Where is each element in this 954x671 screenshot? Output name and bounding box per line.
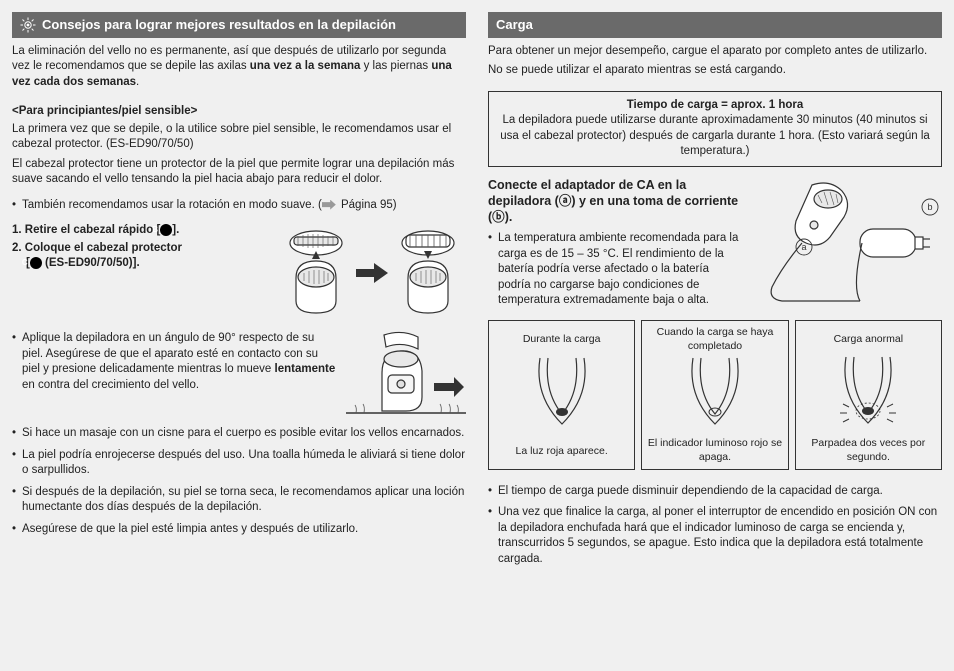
sun-icon — [20, 17, 36, 33]
step2-pre: 2. Coloque el cabezal protector — [12, 242, 182, 254]
red-bullet: • La piel podría enrojecerse después del… — [12, 448, 466, 479]
soft-rot-text: También recomendamos usar la rotación en… — [22, 199, 322, 211]
bullet-dot: • — [488, 505, 498, 567]
tips-title-bar: Consejos para lograr mejores resultados … — [12, 12, 466, 38]
bullet-dot: • — [12, 426, 22, 442]
angle-bullet: • Aplique la depiladora en un ángulo de … — [12, 331, 336, 393]
angle-bold: lentamente — [275, 363, 336, 375]
circled-b: ⓑ — [492, 210, 505, 224]
tips-title-text: Consejos para lograr mejores resultados … — [42, 16, 396, 34]
intro-end: . — [136, 76, 139, 88]
charging-illustration: a b — [752, 177, 942, 312]
status-charging: Durante la carga La luz roja aparece. — [488, 320, 635, 470]
bullet-dot: • — [12, 331, 22, 393]
angle-illustration — [346, 325, 466, 420]
charge-time-box: Tiempo de carga = aprox. 1 hora La depil… — [488, 91, 942, 167]
intro-paragraph: La eliminación del vello no es permanent… — [12, 44, 466, 91]
intro-bold-1: una vez a la semana — [250, 60, 361, 72]
connect-title: Conecte el adaptador de CA en la depilad… — [488, 177, 742, 226]
bullet-text: También recomendamos usar la rotación en… — [22, 198, 466, 214]
charge-time-title: Tiempo de carga = aprox. 1 hora — [499, 98, 931, 114]
steps-text: 1. Retire el cabezal rápido [B]. 2. Colo… — [12, 223, 266, 274]
status-complete-bot: El indicador luminoso rojo se apaga. — [646, 436, 783, 464]
temp-text: La temperatura ambiente recomendada para… — [498, 231, 742, 309]
right-column: Carga Para obtener un mejor desempeño, c… — [484, 12, 942, 659]
bullet-dot: • — [12, 522, 22, 538]
bullet-dot: • — [12, 448, 22, 479]
beginners-p2: El cabezal protector tiene un protector … — [12, 157, 466, 188]
clean-text: Asegúrese de que la piel esté limpia ant… — [22, 522, 466, 538]
charge-intro-2: No se puede utilizar el aparato mientras… — [488, 63, 942, 79]
angle-post: en contra del crecimiento del vello. — [22, 379, 199, 391]
charge-intro: Para obtener un mejor desempeño, cargue … — [488, 44, 942, 83]
left-column: Consejos para lograr mejores resultados … — [12, 12, 470, 659]
status-abnormal-top: Carga anormal — [800, 325, 937, 353]
bullet-dot: • — [12, 485, 22, 516]
svg-text:b: b — [927, 202, 932, 212]
intro-mid: y las piernas — [360, 60, 431, 72]
dry-bullet: • Si después de la depilación, su piel s… — [12, 485, 466, 516]
status-abnormal: Carga anormal Parp — [795, 320, 942, 470]
head-swap-illustration — [276, 223, 466, 323]
status-abnormal-illus — [800, 353, 937, 437]
beginners-header: <Para principiantes/piel sensible> — [12, 104, 466, 120]
charge-title-bar: Carga — [488, 12, 942, 38]
soft-rotation-bullet: • También recomendamos usar la rotación … — [12, 198, 466, 214]
step2-l2-post: (ES-ED90/70/50)]. — [42, 257, 140, 269]
marker-b-icon: B — [160, 224, 172, 236]
temp-bullet: • La temperatura ambiente recomendada pa… — [488, 231, 742, 309]
step-2: 2. Coloque el cabezal protector [C (ES-E… — [12, 241, 266, 272]
status-abnormal-bot: Parpadea dos veces por segundo. — [800, 436, 937, 464]
step-1: 1. Retire el cabezal rápido [B]. — [12, 223, 266, 239]
charge-title-text: Carga — [496, 16, 533, 34]
charge-status-grid: Durante la carga La luz roja aparece. Cu… — [488, 320, 942, 470]
connect-text-block: Conecte el adaptador de CA en la depilad… — [488, 177, 742, 309]
bullet-dot: • — [488, 231, 498, 309]
clean-bullet: • Asegúrese de que la piel esté limpia a… — [12, 522, 466, 538]
status-complete-top: Cuando la carga se haya completado — [646, 325, 783, 353]
status-charging-top: Durante la carga — [493, 325, 630, 353]
red-text: La piel podría enrojecerse después del u… — [22, 448, 466, 479]
bullet-dot: • — [488, 484, 498, 500]
charge-intro-1: Para obtener un mejor desempeño, cargue … — [488, 44, 942, 60]
connect-row: Conecte el adaptador de CA en la depilad… — [488, 177, 942, 312]
page-ref-text: Página 95) — [338, 199, 397, 211]
marker-c-icon: C — [30, 257, 42, 269]
angle-text: Aplique la depiladora en un ángulo de 90… — [22, 331, 336, 393]
circled-a: ⓐ — [559, 194, 572, 208]
status-complete-illus — [646, 353, 783, 436]
final-b1-text: El tiempo de carga puede disminuir depen… — [498, 484, 942, 500]
swan-bullet: • Si hace un masaje con un cisne para el… — [12, 426, 466, 442]
charge-time-body: La depiladora puede utilizarse durante a… — [499, 113, 931, 160]
final-bullet-1: • El tiempo de carga puede disminuir dep… — [488, 484, 942, 500]
step1-pre: 1. Retire el cabezal rápido [ — [12, 224, 160, 236]
final-bullet-2: • Una vez que finalice la carga, al pone… — [488, 505, 942, 567]
connect-t3: ). — [505, 210, 513, 224]
steps-row: 1. Retire el cabezal rápido [B]. 2. Colo… — [12, 223, 466, 323]
page-ref-arrow-icon — [322, 200, 336, 210]
step1-post: ]. — [172, 224, 179, 236]
status-complete: Cuando la carga se haya completado El in… — [641, 320, 788, 470]
swan-text: Si hace un masaje con un cisne para el c… — [22, 426, 466, 442]
beginners-p1: La primera vez que se depile, o la utili… — [12, 122, 466, 153]
angle-row: • Aplique la depiladora en un ángulo de … — [12, 325, 466, 420]
status-charging-illus — [493, 353, 630, 437]
status-charging-bot: La luz roja aparece. — [493, 437, 630, 465]
dry-text: Si después de la depilación, su piel se … — [22, 485, 466, 516]
bullet-dot: • — [12, 198, 22, 214]
final-b2-text: Una vez que finalice la carga, al poner … — [498, 505, 942, 567]
